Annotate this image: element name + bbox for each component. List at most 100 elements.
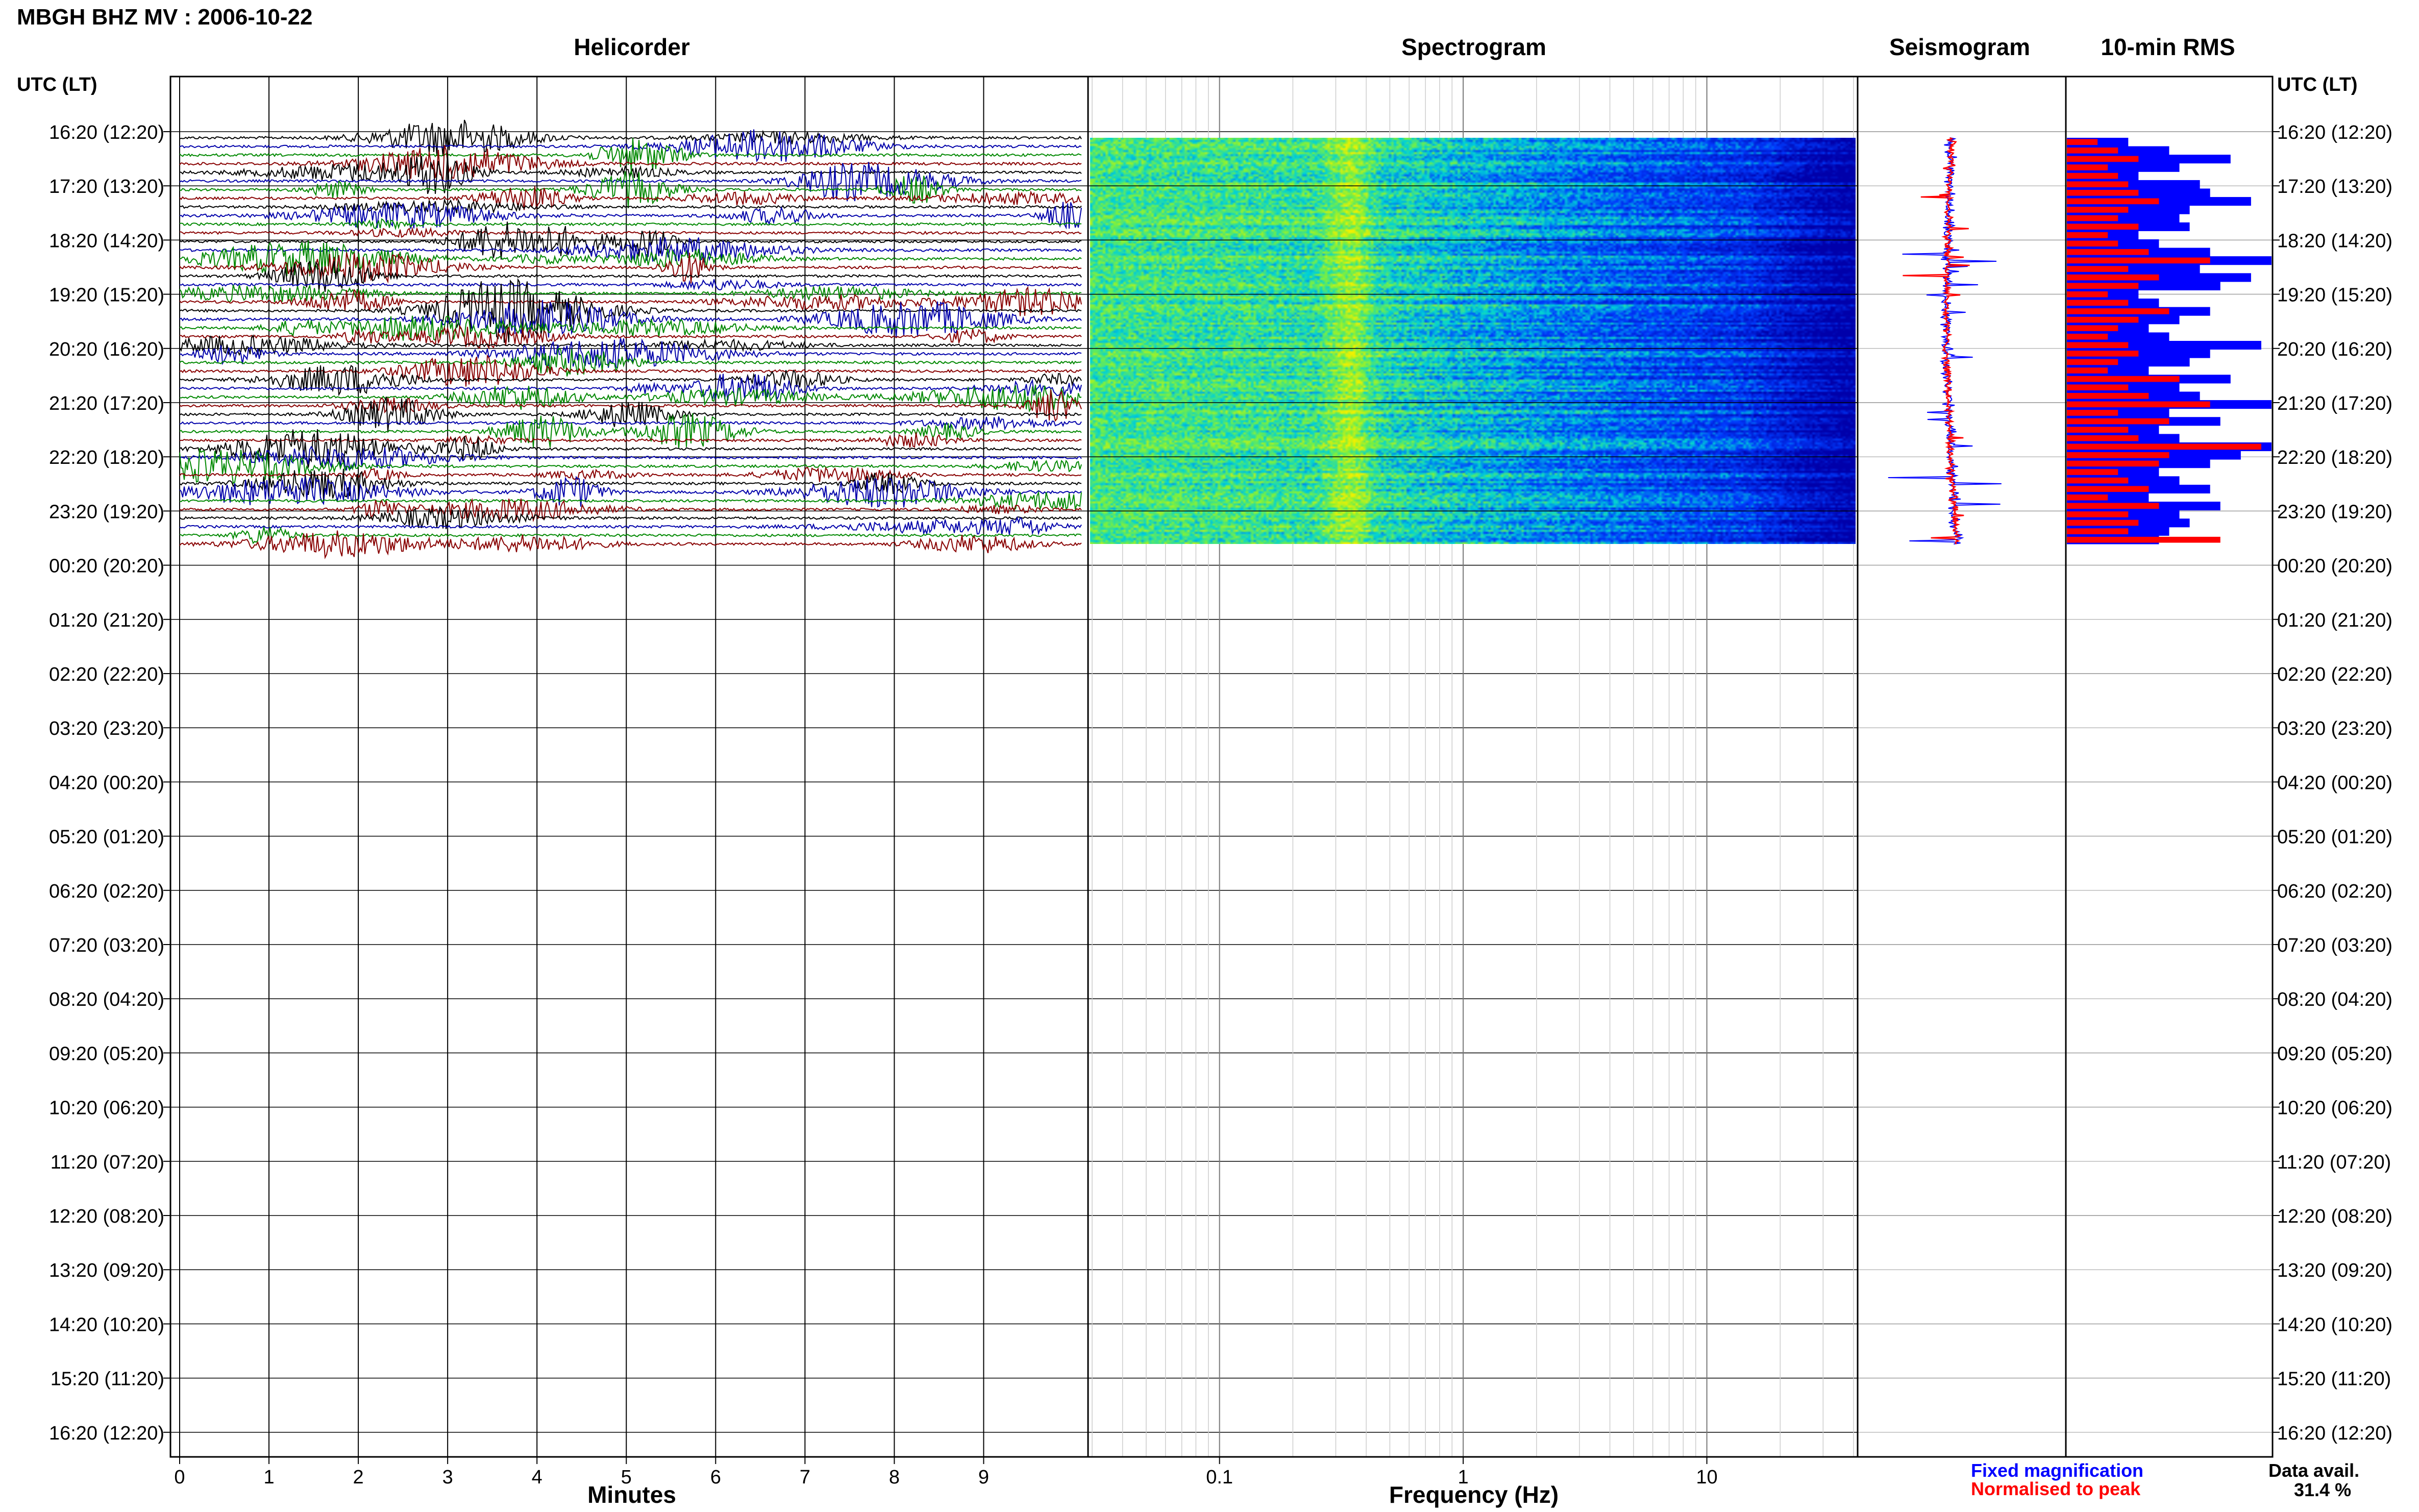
rms-bar-normalised xyxy=(2067,316,2139,323)
rms-bar-normalised xyxy=(2067,351,2139,357)
helicorder-trace xyxy=(179,315,1082,341)
rms-bar-normalised xyxy=(2067,300,2129,306)
time-label-left: 02:20 (22:20) xyxy=(49,664,164,685)
helicorder-trace xyxy=(179,279,1082,291)
time-label-left: 09:20 (05:20) xyxy=(49,1043,164,1064)
helicorder-trace xyxy=(179,354,1082,387)
time-label-left: 16:20 (12:20) xyxy=(49,122,164,143)
time-label-right: 23:20 (19:20) xyxy=(2277,501,2392,523)
time-label-right: 04:20 (00:20) xyxy=(2277,772,2392,794)
data-availability-label: Data avail. xyxy=(2268,1460,2359,1481)
seismogram-normalised-trace xyxy=(1903,137,1970,544)
time-label-right: 13:20 (09:20) xyxy=(2277,1260,2392,1281)
time-label-left: 12:20 (08:20) xyxy=(49,1206,164,1227)
helicorder-trace xyxy=(179,413,1082,449)
time-label-left: 10:20 (06:20) xyxy=(49,1098,164,1119)
rms-bar-normalised xyxy=(2067,486,2149,492)
x-axis: 0 1 2 3 4 5 6 7 8 9 0.1 1 10 xyxy=(174,1457,1718,1488)
helicorder-trace xyxy=(179,396,1082,432)
helicorder-trace xyxy=(179,221,1082,260)
helicorder-trace xyxy=(179,218,1082,231)
helicorder-trace xyxy=(179,284,1082,303)
helicorder-trace xyxy=(179,416,1082,431)
helicorder-trace xyxy=(179,186,1082,210)
time-label-right: 16:20 (12:20) xyxy=(2277,122,2392,143)
time-label-right: 00:20 (20:20) xyxy=(2277,556,2392,577)
helicorder-trace xyxy=(179,468,1082,500)
data-availability-value: 31.4 % xyxy=(2294,1479,2351,1500)
time-label-left: 17:20 (13:20) xyxy=(49,176,164,197)
minute-tick-label: 8 xyxy=(889,1467,900,1488)
minute-tick-label: 5 xyxy=(621,1467,632,1488)
time-label-right: 03:20 (23:20) xyxy=(2277,718,2392,739)
time-label-left: 19:20 (15:20) xyxy=(49,285,164,306)
rms-bar-normalised xyxy=(2067,283,2139,289)
rms-bar-normalised xyxy=(2067,494,2108,501)
helicorder-trace xyxy=(179,252,1082,284)
minute-tick-label: 4 xyxy=(532,1467,542,1488)
panel-frame xyxy=(1857,76,2067,1458)
time-label-right: 10:20 (06:20) xyxy=(2277,1098,2392,1119)
time-label-left: 16:20 (12:20) xyxy=(49,1423,164,1444)
rms-bar-normalised xyxy=(2067,181,2129,188)
helicorder-trace xyxy=(179,325,1082,350)
time-label-right: 05:20 (01:20) xyxy=(2277,827,2392,848)
rms-bar-normalised xyxy=(2067,418,2169,425)
time-label-left: 08:20 (04:20) xyxy=(49,989,164,1010)
rms-bar-normalised xyxy=(2067,477,2129,484)
helicorder-trace xyxy=(179,338,1082,369)
time-label-left: 15:20 (11:20) xyxy=(51,1369,164,1390)
helicorder-trace xyxy=(179,516,1082,536)
spectrogram-title: Spectrogram xyxy=(1401,34,1546,60)
time-label-right: 06:20 (02:20) xyxy=(2277,881,2392,902)
rms-bar-normalised xyxy=(2067,325,2118,331)
time-label-right: 15:20 (11:20) xyxy=(2277,1369,2391,1390)
rms-bar-normalised xyxy=(2067,164,2108,170)
rms-bar-normalised xyxy=(2067,401,2210,408)
panel-frames xyxy=(169,76,2274,1458)
right-axis-label: UTC (LT) xyxy=(2277,74,2358,95)
helicorder-trace xyxy=(179,429,1082,468)
helicorder-trace xyxy=(179,145,1082,181)
rms-bar-normalised xyxy=(2067,519,2139,526)
time-label-right: 01:20 (21:20) xyxy=(2277,610,2392,631)
helicorder-trace xyxy=(179,466,1082,483)
time-label-left: 13:20 (09:20) xyxy=(49,1260,164,1281)
time-label-right: 19:20 (15:20) xyxy=(2277,285,2392,306)
time-label-right: 18:20 (14:20) xyxy=(2277,230,2392,252)
time-label-right: 14:20 (10:20) xyxy=(2277,1314,2392,1335)
frequency-tick-label: 0.1 xyxy=(1206,1467,1233,1488)
helicorder-traces xyxy=(179,119,1082,559)
time-label-left: 01:20 (21:20) xyxy=(49,610,164,631)
rms-bar-normalised xyxy=(2067,427,2129,433)
helicorder-trace xyxy=(179,365,1082,396)
helicorder-trace xyxy=(179,119,1082,157)
helicorder-trace xyxy=(179,129,1082,163)
time-label-left: 06:20 (02:20) xyxy=(49,881,164,902)
minute-tick-label: 3 xyxy=(442,1467,453,1488)
time-label-left: 21:20 (17:20) xyxy=(49,393,164,414)
frequency-axis-label: Frequency (Hz) xyxy=(1389,1481,1559,1508)
time-label-left: 22:20 (18:20) xyxy=(49,447,164,468)
rms-bar-normalised xyxy=(2067,240,2118,247)
time-label-left: 04:20 (00:20) xyxy=(49,772,164,794)
rms-bar-normalised xyxy=(2067,139,2098,145)
rms-bar-normalised xyxy=(2067,410,2118,416)
minute-tick-label: 9 xyxy=(978,1467,989,1488)
helicorder-trace xyxy=(179,153,1082,194)
time-label-right: 20:20 (16:20) xyxy=(2277,339,2392,360)
time-label-right: 12:20 (08:20) xyxy=(2277,1206,2392,1227)
time-label-right: 21:20 (17:20) xyxy=(2277,393,2392,414)
rms-bars xyxy=(2067,138,2272,544)
rms-bar-normalised xyxy=(2067,291,2108,298)
rms-bar-normalised xyxy=(2067,172,2118,179)
rms-bar-normalised xyxy=(2067,249,2149,255)
rms-bar-normalised xyxy=(2067,333,2108,340)
time-label-left: 14:20 (10:20) xyxy=(49,1314,164,1335)
helicorder-trace xyxy=(179,374,1082,405)
helicorder-trace xyxy=(179,432,1082,448)
rms-bar-normalised xyxy=(2067,367,2108,374)
rms-bar-normalised xyxy=(2067,460,2159,467)
rms-bar-normalised xyxy=(2067,469,2118,475)
